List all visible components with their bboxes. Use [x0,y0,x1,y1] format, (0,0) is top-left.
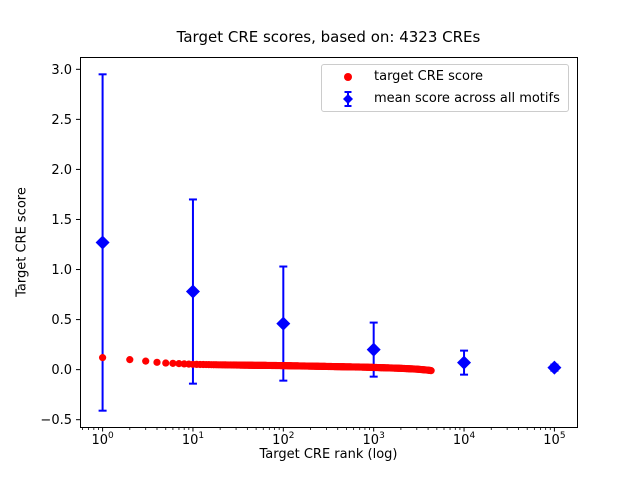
legend-entry-mean: mean score across all motifs [322,89,568,109]
y-tick-label: 1.5 [51,213,72,228]
legend-label-mean: mean score across all motifs [374,91,560,106]
mean-score-point [366,342,381,357]
y-tick-label: 2.5 [51,113,72,128]
mean-series [95,73,562,412]
y-axis-label: Target CRE score [14,187,30,297]
y-tick-label: 0.0 [51,363,72,378]
y-tick-label: 0.5 [51,313,72,328]
chart-title: Target CRE scores, based on: 4323 CREs [176,28,481,46]
target-series [98,354,435,375]
red-circle-marker-icon [322,68,374,86]
y-tick-label: 3.0 [51,63,72,78]
x-tick-label: 103 [363,431,385,448]
legend-label-target: target CRE score [374,69,484,84]
legend-entry-target: target CRE score [322,67,568,87]
x-tick-label: 104 [453,431,476,448]
mean-score-point [547,360,562,375]
x-tick-label: 100 [91,431,114,448]
y-axis: −0.5 0.0 0.5 1.0 1.5 2.0 2.5 3.0 [40,63,81,428]
x-axis-label: Target CRE rank (log) [259,447,398,462]
y-tick-label: 2.0 [51,163,72,178]
y-tick-label: 1.0 [51,263,72,278]
mean-score-point [185,284,200,299]
mean-score-point [457,355,472,370]
x-tick-label: 105 [543,431,565,448]
y-tick-label: −0.5 [40,413,72,428]
x-tick-label: 101 [182,431,204,448]
x-tick-label: 102 [272,431,294,448]
x-axis: 100 101 102 103 104 105 [82,427,566,448]
mean-score-point [95,235,110,250]
plot-frame [80,57,578,428]
legend: target CRE score mean score across all m… [321,64,569,112]
blue-diamond-errorbar-marker-icon [322,90,374,108]
mean-score-point [276,316,291,331]
